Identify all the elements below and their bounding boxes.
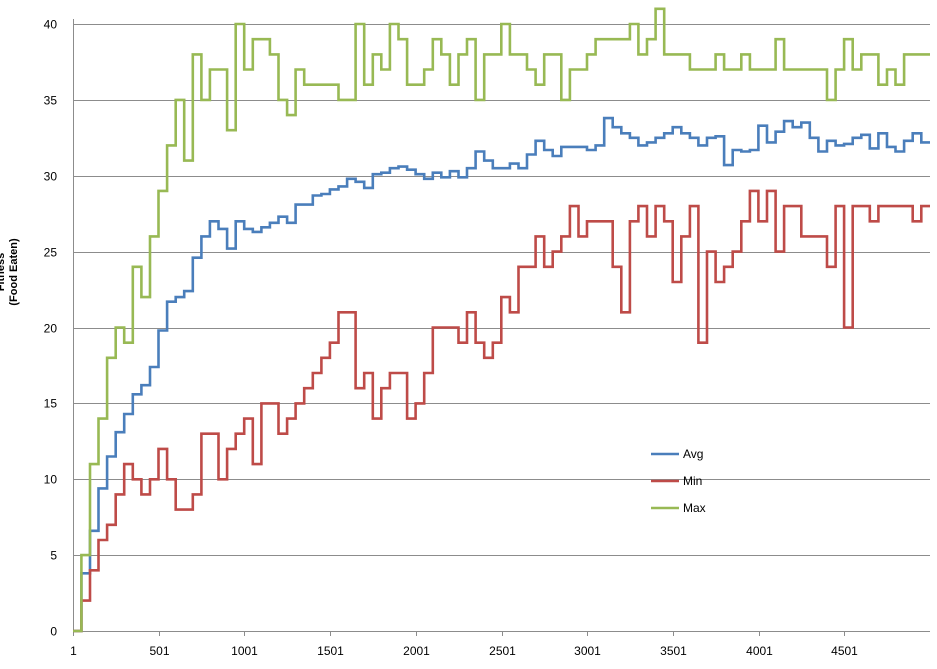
x-tick-1001: 1001 — [231, 644, 258, 658]
legend-label-avg: Avg — [683, 447, 703, 461]
y-tick-15: 15 — [44, 397, 58, 411]
x-tick-labels: 1 501 1001 1501 2001 2501 3001 3501 4001 4501 — [70, 631, 858, 658]
y-tick-10: 10 — [44, 473, 58, 487]
x-tick-3501: 3501 — [660, 644, 687, 658]
series-line-min — [73, 189, 930, 633]
legend-label-min: Min — [683, 474, 702, 488]
axes — [73, 19, 930, 632]
legend-label-max: Max — [683, 501, 706, 515]
x-tick-3001: 3001 — [574, 644, 601, 658]
y-tick-5: 5 — [50, 549, 57, 563]
legend: Avg Min Max — [651, 447, 706, 515]
x-tick-4001: 4001 — [746, 644, 773, 658]
y-tick-0: 0 — [50, 625, 57, 639]
series-line-avg — [73, 116, 930, 633]
x-tick-2501: 2501 — [489, 644, 516, 658]
y-tick-30: 30 — [44, 170, 58, 184]
x-tick-2001: 2001 — [403, 644, 430, 658]
y-tick-20: 20 — [44, 322, 58, 336]
y-tick-25: 25 — [44, 246, 58, 260]
x-tick-4501: 4501 — [831, 644, 858, 658]
y-tick-40: 40 — [44, 18, 58, 32]
series-lines — [73, 7, 930, 633]
y-tick-35: 35 — [44, 94, 58, 108]
gridlines — [73, 24, 930, 556]
series-line-max — [73, 7, 930, 633]
x-tick-1: 1 — [70, 644, 77, 658]
x-tick-1501: 1501 — [317, 644, 344, 658]
x-tick-501: 501 — [149, 644, 169, 658]
y-tick-labels: 0 5 10 15 20 25 30 35 40 — [44, 18, 58, 639]
